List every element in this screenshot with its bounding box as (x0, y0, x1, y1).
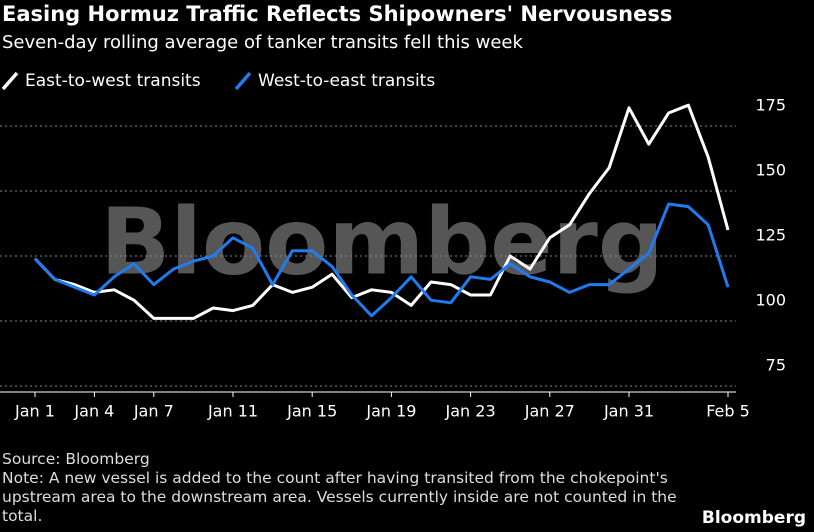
series-line (33, 202, 730, 318)
y-tick-label: 100 (755, 291, 786, 310)
legend-label: West-to-east transits (258, 71, 435, 91)
note: Note: A new vessel is added to the count… (2, 469, 677, 525)
x-tick-label: Jan 7 (133, 402, 174, 421)
legend-swatch (1, 71, 19, 91)
chart-subtitle: Seven-day rolling average of tanker tran… (2, 32, 523, 53)
x-tick-label: Jan 19 (365, 402, 416, 421)
x-tick-label: Jan 31 (603, 402, 654, 421)
watermark: Bloomberg (100, 188, 663, 295)
footer: Source: Bloomberg Note: A new vessel is … (2, 450, 702, 526)
x-tick-label: Jan 11 (207, 402, 258, 421)
y-tick-label: 125 (755, 226, 786, 245)
x-tick-label: Feb 5 (706, 402, 750, 421)
chart-title: Easing Hormuz Traffic Reflects Shipowner… (2, 2, 672, 26)
series-line (33, 103, 730, 320)
y-tick-label: 75 (766, 356, 786, 375)
x-tick-label: Jan 15 (286, 402, 337, 421)
x-tick-label: Jan 1 (14, 402, 55, 421)
legend-swatch (234, 71, 252, 91)
y-tick-label: 150 (755, 161, 786, 180)
y-tick-label: 175 (755, 96, 786, 115)
x-tick-label: Jan 27 (524, 402, 575, 421)
x-tick-label: Jan 4 (73, 402, 114, 421)
logo: Bloomberg (701, 508, 806, 528)
legend-label: East-to-west transits (25, 71, 201, 91)
x-tick-label: Jan 23 (445, 402, 496, 421)
source: Source: Bloomberg (2, 450, 150, 468)
